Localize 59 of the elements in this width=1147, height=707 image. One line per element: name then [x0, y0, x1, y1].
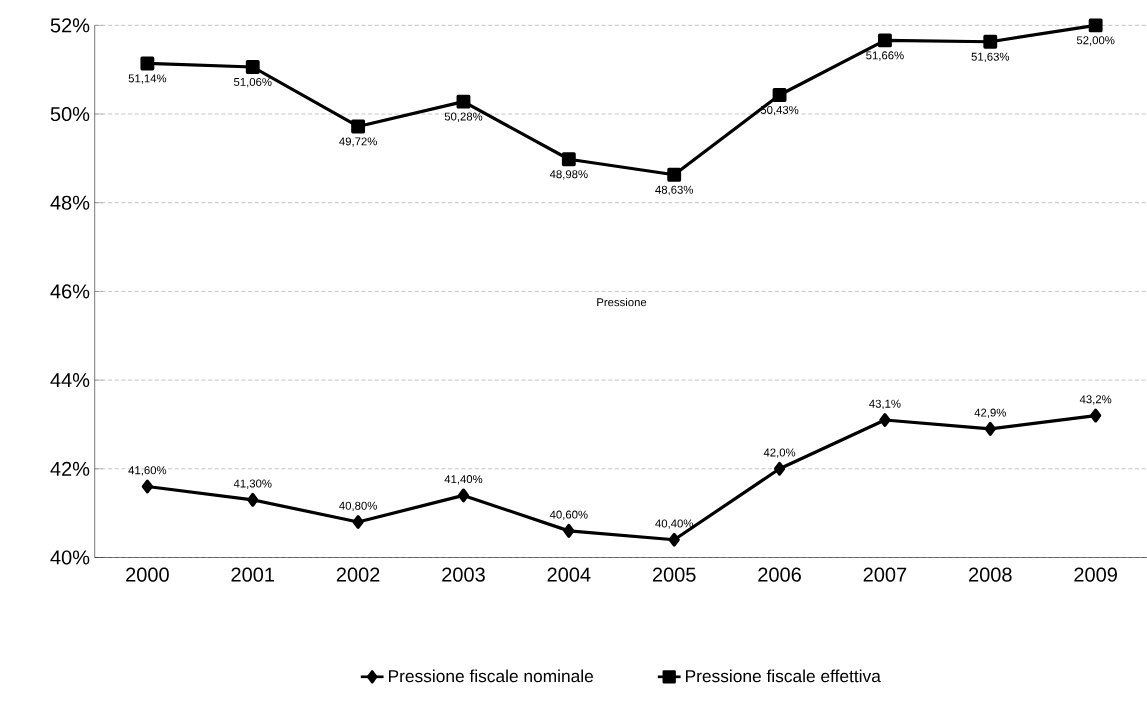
data-label: 49,72% [339, 137, 377, 147]
data-label: 41,60% [128, 466, 167, 476]
point [561, 152, 576, 167]
y-tick-label: 52% [50, 18, 90, 33]
y-tick-label: 42% [50, 461, 90, 476]
x-tick-label: 2005 [652, 567, 696, 582]
point [1088, 18, 1103, 33]
y-tick-label: 48% [50, 195, 90, 210]
x-tick-label: 2009 [1074, 567, 1117, 582]
point [772, 88, 787, 102]
data-label: 42,9% [974, 408, 1006, 418]
x-tick-label: 2001 [231, 567, 274, 582]
data-label: 50,28% [444, 112, 483, 122]
data-label: 41,40% [444, 475, 483, 485]
data-label: 41,30% [233, 479, 272, 489]
data-label: 51,63% [971, 52, 1010, 63]
data-label: 42,0% [763, 448, 796, 458]
y-tick-label: 40% [50, 550, 90, 565]
data-label: 52,00% [1076, 36, 1115, 46]
point [1090, 408, 1102, 423]
point [140, 56, 155, 71]
data-label: 40,80% [339, 501, 377, 512]
x-tick-label: 2006 [758, 567, 801, 582]
point [141, 479, 153, 494]
y-tick-label: 46% [50, 284, 90, 299]
data-label: 51,66% [866, 51, 904, 61]
data-label: 48,63% [655, 185, 694, 196]
data-label: 43,2% [1079, 395, 1112, 405]
point [352, 515, 364, 529]
data-label: 43,1% [869, 399, 901, 410]
point [247, 492, 259, 507]
x-tick-label: 2004 [547, 567, 591, 582]
x-tick-label: 2008 [969, 567, 1012, 582]
x-tick-label: 2002 [336, 567, 380, 582]
point [351, 119, 366, 134]
x-tick-label: 2007 [863, 567, 907, 582]
point [984, 422, 996, 436]
point [877, 33, 892, 48]
point [245, 60, 260, 75]
point [563, 524, 575, 538]
x-tick-label: 2003 [442, 567, 485, 582]
data-label: 40,40% [655, 519, 694, 529]
data-label: 51,14% [128, 74, 167, 84]
data-label: 40,60% [549, 510, 588, 520]
y-tick-label: 44% [50, 373, 90, 388]
data-label: 48,98% [549, 170, 588, 180]
point [457, 488, 470, 503]
annotation: Pressione [597, 297, 647, 307]
legend-label: Pressione fiscale effettiva [686, 669, 881, 683]
point [668, 532, 680, 547]
point [667, 167, 682, 182]
y-tick-label: 50% [50, 107, 90, 122]
point [773, 461, 786, 476]
point [983, 34, 998, 49]
point [879, 413, 891, 428]
legend-label: Pressione fiscale nominale [389, 669, 593, 683]
data-label: 51,06% [233, 78, 272, 88]
point [456, 94, 471, 109]
x-tick-label: 2000 [126, 567, 169, 582]
